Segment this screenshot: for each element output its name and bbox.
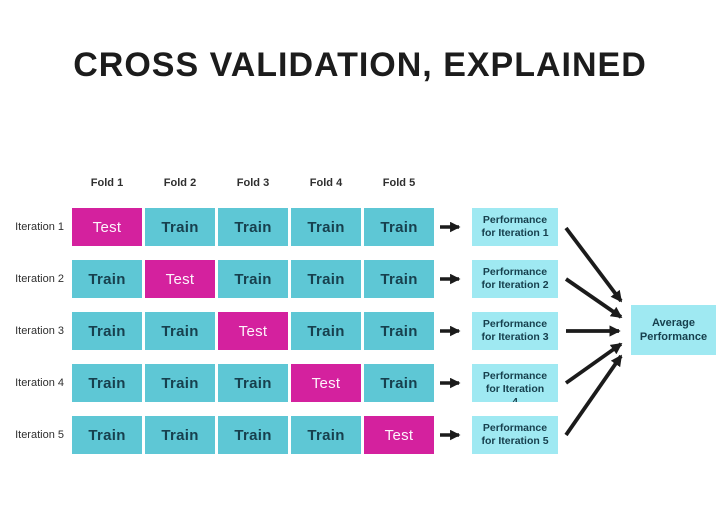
performance-box-line: for Iteration (485, 383, 545, 395)
iteration-labels: Iteration 1 Iteration 2 Iteration 3 Iter… (0, 208, 64, 468)
grid-cell: Train (145, 208, 215, 246)
average-performance-box: Average Performance (631, 305, 716, 355)
fold-header: Fold 2 (163, 177, 197, 189)
performance-box-line: 4 (512, 396, 518, 402)
average-performance-line: Performance (639, 331, 708, 343)
grid-cell: Train (364, 312, 434, 350)
performance-box: Performance for Iteration 4 (472, 364, 558, 402)
grid-cell: Train (218, 364, 288, 402)
grid-cell: Train (72, 312, 142, 350)
grid-cell: Train (72, 416, 142, 454)
performance-box-line: Performance (482, 422, 548, 434)
performance-box-line: for Iteration 2 (481, 279, 549, 291)
grid-cell: Test (291, 364, 361, 402)
iteration-label: Iteration 2 (15, 273, 64, 285)
performance-box-line: for Iteration 3 (481, 331, 549, 343)
grid-cell: Test (218, 312, 288, 350)
converge-arrow-icon (564, 342, 623, 385)
performance-box: Performance for Iteration 3 (472, 312, 558, 350)
grid-cell: Train (291, 416, 361, 454)
average-performance-line: Average (651, 317, 695, 329)
grid-cell: Train (218, 260, 288, 298)
performance-box: Performance for Iteration 5 (472, 416, 558, 454)
fold-header: Fold 1 (90, 177, 124, 189)
grid-cell: Train (218, 416, 288, 454)
fold-headers: Fold 1 Fold 2 Fold 3 Fold 4 Fold 5 (72, 177, 434, 189)
iteration-label: Iteration 4 (15, 377, 64, 389)
converge-arrow-icon (564, 226, 623, 303)
converge-arrow-icon (564, 277, 623, 319)
fold-header: Fold 3 (236, 177, 270, 189)
grid-cell: Train (364, 208, 434, 246)
performance-box: Performance for Iteration 1 (472, 208, 558, 246)
grid-cell: Train (364, 260, 434, 298)
converge-arrow-icon (564, 354, 623, 437)
performance-box-line: Performance (482, 214, 548, 226)
fold-grid: Test Train Train Train Train Train Test … (72, 208, 434, 454)
iteration-label: Iteration 1 (15, 221, 64, 233)
performance-box-line: for Iteration 5 (481, 435, 549, 447)
grid-cell: Train (291, 208, 361, 246)
grid-cell: Train (145, 416, 215, 454)
iteration-label: Iteration 5 (15, 429, 64, 441)
fold-header: Fold 5 (382, 177, 416, 189)
iteration-label: Iteration 3 (15, 325, 64, 337)
performance-box-line: Performance (482, 370, 548, 382)
grid-cell: Test (364, 416, 434, 454)
grid-cell: Train (291, 260, 361, 298)
fold-header: Fold 4 (309, 177, 343, 189)
performance-box-line: Performance (482, 318, 548, 330)
grid-cell: Train (145, 312, 215, 350)
performance-boxes: Performance for Iteration 1 Performance … (472, 208, 558, 468)
performance-box: Performance for Iteration 2 (472, 260, 558, 298)
grid-cell: Test (72, 208, 142, 246)
grid-cell: Train (145, 364, 215, 402)
grid-cell: Train (291, 312, 361, 350)
grid-cell: Test (145, 260, 215, 298)
performance-box-line: Performance (482, 266, 548, 278)
grid-cell: Train (364, 364, 434, 402)
grid-cell: Train (72, 364, 142, 402)
page-title: CROSS VALIDATION, EXPLAINED (73, 46, 647, 84)
grid-cell: Train (72, 260, 142, 298)
grid-cell: Train (218, 208, 288, 246)
performance-box-line: for Iteration 1 (481, 227, 549, 239)
